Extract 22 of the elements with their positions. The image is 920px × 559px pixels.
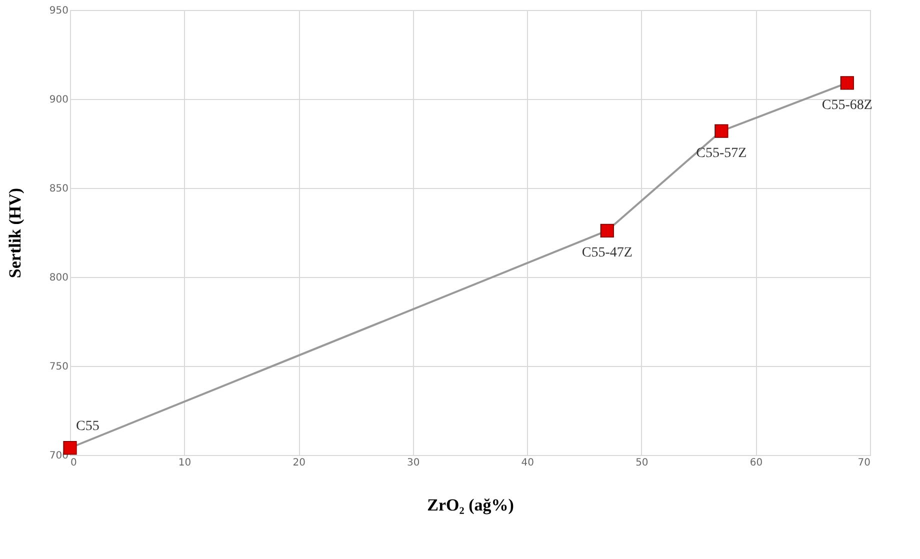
x-tick-label: 30 — [406, 458, 420, 468]
annotation: C55-68Z — [822, 98, 872, 113]
point — [600, 224, 614, 238]
y-tick-label: 950 — [49, 6, 68, 16]
y-tick-label: 800 — [49, 272, 68, 284]
annotation: C55 — [76, 418, 100, 434]
x-axis-title: ZrO₂ (ağ%) — [427, 496, 514, 514]
x-tick-label: 0 — [70, 458, 77, 468]
annotation: C55-47Z — [582, 246, 632, 261]
x-tick-label: 10 — [178, 458, 192, 468]
x-tick-label: 60 — [750, 458, 763, 468]
y-tick-label: 850 — [49, 184, 68, 194]
y-tick-label: 750 — [49, 362, 68, 372]
point — [714, 124, 728, 138]
y-tick-label: 900 — [49, 94, 68, 106]
point — [840, 76, 854, 90]
x-tick-label: 20 — [292, 458, 306, 468]
annotation: C55-57Z — [696, 146, 747, 162]
x-tick-label: 50 — [636, 458, 648, 468]
y-axis-title: Sertlik (HV) — [5, 188, 24, 278]
x-tick-label: 40 — [521, 458, 534, 468]
x-tick-label: 70 — [858, 458, 870, 468]
